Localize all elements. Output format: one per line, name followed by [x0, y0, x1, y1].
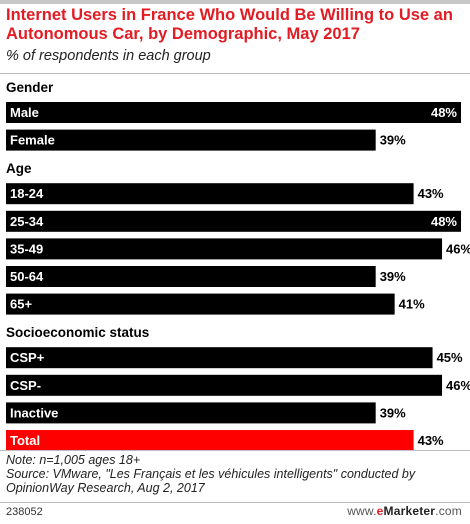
value-label-csp: 45%: [437, 350, 463, 365]
footer-divider-top: [0, 450, 470, 451]
bar-label-inactive: Inactive: [10, 405, 58, 420]
footer-divider-bottom: [0, 502, 470, 503]
chart-id: 238052: [6, 506, 43, 518]
bar-label-50-64: 50-64: [10, 269, 44, 284]
group-label-socioeconomic-status: Socioeconomic status: [6, 325, 149, 340]
footnote: Note: n=1,005 ages 18+ Source: VMware, "…: [6, 453, 466, 495]
bar-csp: [6, 347, 433, 369]
bar-label-18-24: 18-24: [10, 186, 44, 201]
brand-prefix: www.: [347, 504, 377, 518]
bar-inactive: [6, 402, 376, 424]
value-label-65: 41%: [399, 297, 425, 312]
bar-label-female: Female: [10, 133, 55, 148]
value-label-50-64: 39%: [380, 269, 406, 284]
bar-female: [6, 129, 376, 151]
bar-male: [6, 102, 461, 123]
source-text: Source: VMware, "Les Français et les véh…: [6, 467, 416, 495]
bar-18-24: [6, 183, 414, 205]
note-text: Note: n=1,005 ages 18+: [6, 453, 141, 467]
brand-e: e: [376, 504, 384, 518]
value-label-25-34: 48%: [431, 214, 457, 229]
chart-title: Internet Users in France Who Would Be Wi…: [6, 6, 453, 43]
bar-label-csp: CSP+: [10, 350, 45, 365]
bar-65: [6, 293, 395, 315]
bar-label-csp: CSP-: [10, 378, 41, 393]
value-label-male: 48%: [431, 105, 457, 120]
value-label-csp: 46%: [446, 378, 470, 393]
value-label-female: 39%: [380, 133, 406, 148]
group-label-age: Age: [6, 161, 32, 176]
bar-25-34: [6, 210, 461, 232]
bar-label-25-34: 25-34: [10, 214, 44, 229]
bar-label-35-49: 35-49: [10, 241, 43, 256]
chart-subtitle: % of respondents in each group: [6, 48, 211, 64]
bar-total: [6, 430, 414, 450]
value-label-total: 43%: [418, 433, 444, 448]
bar-chart: Gender Male 48% Female 39% Age 18-24 43% 25-34 48…: [6, 80, 470, 450]
bar-50-64: [6, 266, 376, 287]
header-divider: [0, 73, 470, 74]
bar-label-total: Total: [10, 433, 40, 448]
group-label-gender: Gender: [6, 80, 54, 95]
brand-name: Marketer: [383, 504, 436, 518]
emarketer-logo[interactable]: www.eMarketer.com: [347, 504, 462, 518]
bar-35-49: [6, 238, 443, 260]
value-label-35-49: 46%: [446, 241, 470, 256]
value-label-18-24: 43%: [418, 186, 444, 201]
value-label-inactive: 39%: [380, 405, 406, 420]
brand-suffix: .com: [435, 504, 462, 518]
bar-label-male: Male: [10, 105, 39, 120]
bar-label-65: 65+: [10, 297, 32, 312]
top-rule: [0, 0, 470, 4]
bar-csp: [6, 374, 443, 396]
